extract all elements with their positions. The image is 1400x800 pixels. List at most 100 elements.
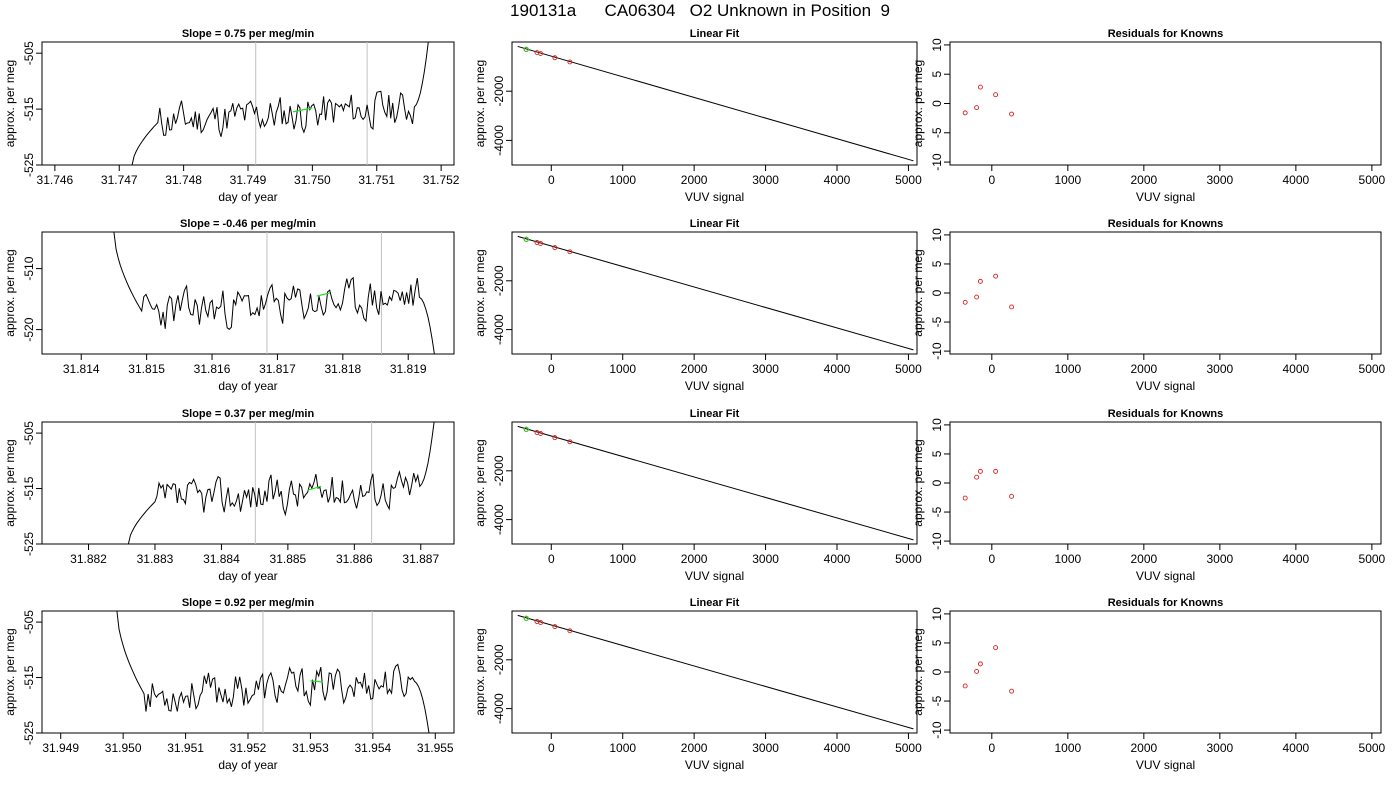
- panel-title: Residuals for Knowns: [1108, 597, 1224, 609]
- x-tick-label: 5000: [1359, 362, 1386, 376]
- panel-r4-time: Slope = 0.92 per meg/min 31.949 31.950 31.9…: [3, 597, 455, 772]
- x-tick-label: 3000: [752, 741, 779, 755]
- known-point: [993, 645, 999, 651]
- y-tick-label: -505: [22, 610, 36, 634]
- y-tick-label: -4000: [492, 693, 506, 724]
- x-tick-label: 3000: [752, 362, 779, 376]
- x-tick-label: 31.750: [294, 173, 331, 187]
- y-tick-label: 10: [930, 228, 944, 242]
- panel-r4-res: Residuals for Knowns 0 1000 2000 3000 4000 500…: [911, 597, 1386, 772]
- fit-line: [517, 425, 914, 541]
- panel-r1-res: Residuals for Knowns 0 1000 2000 3000 4000 500…: [911, 28, 1386, 204]
- x-tick-label: 31.951: [167, 741, 204, 755]
- data-series-line: [131, 42, 429, 165]
- known-point: [962, 495, 968, 501]
- unknown-point: [523, 236, 529, 243]
- x-tick-label: 4000: [824, 552, 851, 566]
- known-point: [977, 278, 983, 284]
- known-point: [1009, 493, 1015, 499]
- panel-title: Residuals for Knowns: [1108, 408, 1224, 420]
- y-axis-label: approx. per meg: [911, 628, 925, 715]
- y-tick-label: 10: [930, 418, 944, 432]
- x-tick-label: 5000: [895, 362, 922, 376]
- known-point: [993, 468, 999, 474]
- plot-frame: [511, 41, 918, 166]
- y-axis-label: approx. per meg: [3, 439, 17, 526]
- known-point: [538, 620, 544, 625]
- x-tick-label: 2000: [1130, 362, 1157, 376]
- x-tick-label: 4000: [1283, 362, 1310, 376]
- x-tick-label: 3000: [752, 552, 779, 566]
- x-tick-label: 31.747: [101, 173, 138, 187]
- y-axis-label: approx. per meg: [3, 60, 17, 147]
- y-tick-label: 0: [930, 100, 944, 107]
- x-tick-label: 4000: [1283, 741, 1310, 755]
- x-tick-label: 5000: [895, 173, 922, 187]
- x-tick-label: 5000: [1359, 552, 1386, 566]
- data-series-line: [127, 422, 435, 544]
- plot-frame: [511, 231, 918, 355]
- known-point: [974, 474, 980, 480]
- x-tick-label: 31.818: [324, 362, 361, 376]
- y-tick-label: -2000: [492, 76, 506, 107]
- y-tick-label: -4000: [492, 504, 506, 535]
- x-tick-label: 4000: [1283, 173, 1310, 187]
- unknown-segment: [307, 485, 322, 491]
- x-axis-label: VUV signal: [685, 379, 744, 393]
- y-tick-label: -5: [930, 695, 944, 706]
- x-axis-label: VUV signal: [685, 758, 744, 772]
- plot-area: [517, 45, 914, 162]
- y-tick-label: -2000: [492, 644, 506, 675]
- x-axis-label: VUV signal: [1136, 569, 1195, 583]
- panel-title: Slope = 0.92 per meg/min: [182, 597, 315, 609]
- plot-area: [131, 42, 429, 165]
- plot-area: [962, 84, 1015, 117]
- y-axis-label: approx. per meg: [3, 628, 17, 715]
- unknown-point: [523, 615, 529, 622]
- x-tick-label: 2000: [1130, 173, 1157, 187]
- known-point: [552, 245, 558, 251]
- x-tick-label: 0: [548, 741, 555, 755]
- known-point: [567, 249, 573, 255]
- x-tick-label: 4000: [824, 741, 851, 755]
- y-tick-label: -510: [22, 256, 36, 280]
- unknown-segment: [316, 292, 330, 297]
- y-tick-label: 10: [930, 607, 944, 621]
- fit-line: [517, 614, 914, 730]
- unknown-segment: [310, 680, 323, 683]
- panel-title: Residuals for Knowns: [1108, 28, 1224, 40]
- y-tick-label: -10: [930, 153, 944, 171]
- panel-title: Slope = -0.46 per meg/min: [180, 218, 316, 230]
- known-point: [962, 110, 968, 116]
- y-tick-label: -10: [930, 342, 944, 360]
- x-tick-label: 31.882: [70, 552, 107, 566]
- y-tick-label: -525: [22, 532, 36, 556]
- x-tick-label: 31.884: [203, 552, 240, 566]
- y-tick-label: -515: [22, 476, 36, 500]
- known-point: [974, 294, 980, 300]
- plot-frame: [949, 610, 1382, 734]
- y-axis-label: approx. per meg: [911, 439, 925, 526]
- fit-line: [517, 235, 914, 351]
- y-tick-label: 5: [930, 450, 944, 457]
- known-point: [974, 105, 980, 111]
- y-axis-label: approx. per meg: [473, 60, 487, 147]
- plot-area: [517, 425, 914, 541]
- y-tick-label: -515: [22, 97, 36, 121]
- x-tick-label: 2000: [1130, 552, 1157, 566]
- y-tick-label: -2000: [492, 265, 506, 296]
- panel-r2-time: Slope = -0.46 per meg/min 31.814 31.815 31.…: [3, 218, 455, 393]
- x-tick-label: 0: [548, 173, 555, 187]
- x-axis-label: day of year: [218, 379, 277, 393]
- unknown-point: [523, 46, 529, 53]
- y-tick-label: 0: [930, 289, 944, 296]
- x-tick-label: 31.883: [137, 552, 174, 566]
- x-tick-label: 1000: [609, 362, 636, 376]
- y-tick-label: -505: [22, 41, 36, 65]
- x-tick-label: 31.751: [358, 173, 395, 187]
- y-tick-label: 0: [930, 479, 944, 486]
- plot-area: [517, 614, 914, 730]
- panel-r1-fit: Linear Fit 0 1000 2000 3000 4000 5000 -2000 -400…: [473, 28, 922, 204]
- x-tick-label: 5000: [1359, 173, 1386, 187]
- x-tick-label: 2000: [681, 741, 708, 755]
